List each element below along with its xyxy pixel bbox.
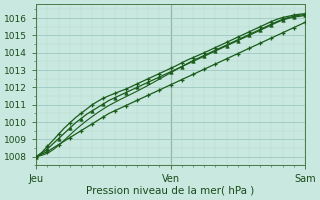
- X-axis label: Pression niveau de la mer( hPa ): Pression niveau de la mer( hPa ): [86, 186, 255, 196]
